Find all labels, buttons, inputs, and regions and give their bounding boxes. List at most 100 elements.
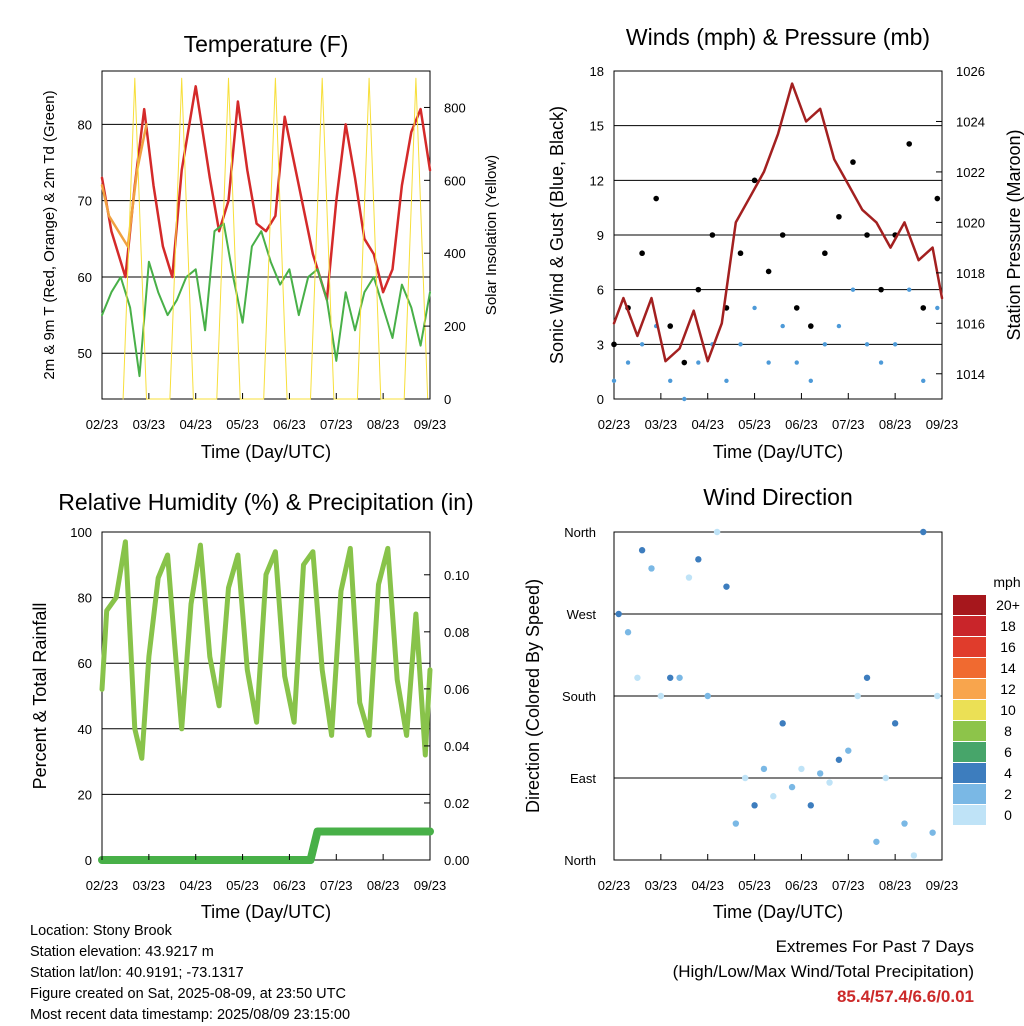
direction-ylabel: Direction (Colored By Speed) [523, 579, 543, 813]
series-point [935, 305, 940, 311]
station-location: Location: Stony Brook [30, 923, 172, 939]
y-tick-label-right: 0.04 [444, 739, 469, 754]
direction-xlabel: Time (Day/UTC) [713, 902, 843, 922]
x-tick-label: 02/23 [598, 417, 631, 432]
direction-point [910, 852, 918, 859]
series-point [653, 195, 659, 202]
direction-point [723, 583, 730, 590]
x-tick-label: 08/23 [367, 878, 400, 893]
series-point [751, 177, 758, 184]
x-tick-label: 07/23 [320, 878, 353, 893]
x-tick-label: 03/23 [133, 878, 166, 893]
direction-point [798, 765, 805, 773]
series-point [822, 250, 828, 257]
series-point [780, 323, 785, 329]
series-point [779, 232, 786, 238]
y-tick-label: East [570, 771, 596, 786]
legend-swatch [953, 637, 986, 657]
direction-point [704, 692, 711, 700]
legend-swatch [953, 658, 986, 678]
winds-ylabel: Sonic Wind & Gust (Blue, Black) [547, 106, 567, 364]
x-tick-label: 03/23 [133, 417, 166, 432]
series-point [696, 360, 701, 365]
legend-label: 10 [1000, 702, 1016, 718]
legend-label: 2 [1004, 786, 1012, 802]
direction-point [713, 528, 721, 536]
x-tick-label: 06/23 [273, 417, 306, 432]
x-tick-label: 04/23 [179, 878, 212, 893]
humidity-yticks-left: 0 20 40 60 80 100 [70, 525, 92, 868]
y-tick-label: 60 [78, 270, 92, 285]
y-tick-label: 3 [597, 337, 604, 352]
series-line [100, 85, 432, 302]
direction-point [891, 720, 899, 727]
legend-swatch [953, 616, 986, 636]
direction-point [920, 528, 927, 536]
x-tick-label: 09/23 [414, 417, 447, 432]
direction-point [835, 756, 843, 763]
x-tick-label: 03/23 [645, 417, 678, 432]
direction-point [788, 783, 796, 791]
series-point [752, 305, 757, 311]
winds-yticks-left: 0 3 6 9 12 15 18 [590, 64, 604, 407]
direction-point [624, 629, 632, 636]
humidity-yticks-right: 0.00 0.02 0.04 0.06 0.08 0.10 [424, 568, 469, 868]
y-tick-label-right: 0.08 [444, 625, 469, 640]
series-point [836, 323, 842, 329]
winds-yticks-right: 1014 1016 1018 1020 1022 1024 1026 [936, 64, 985, 382]
direction-point [742, 774, 749, 782]
legend-label: 14 [1000, 660, 1016, 676]
temperature-panel: Temperature (F) 50 60 70 80 0 200 400 600 800 0… [41, 31, 500, 462]
legend-label: 16 [1000, 639, 1016, 655]
series-point [668, 378, 673, 383]
y-tick-label-right: 0.00 [444, 853, 469, 868]
y-tick-label-right: 600 [444, 173, 466, 188]
x-tick-label: 08/23 [879, 417, 912, 432]
x-tick-label: 09/23 [414, 878, 447, 893]
series-point [724, 378, 729, 383]
temperature-yticks-left: 50 60 70 80 [78, 117, 92, 361]
temperature-yticks-right: 0 200 400 600 800 [424, 100, 466, 407]
humidity-series [98, 539, 434, 864]
legend-swatch [953, 595, 986, 615]
series-point [765, 268, 772, 275]
humidity-title: Relative Humidity (%) & Precipitation (i… [58, 489, 473, 515]
direction-yticks-left: North East South West North [562, 525, 596, 868]
humidity-panel: Relative Humidity (%) & Precipitation (i… [30, 489, 474, 922]
series-point [808, 323, 814, 329]
direction-title: Wind Direction [703, 484, 853, 510]
series-point [836, 213, 842, 220]
series-point [850, 159, 856, 165]
direction-xticks: 02/23 03/23 04/23 05/23 06/23 07/23 08/23 09/23 [598, 854, 958, 893]
x-tick-label: 06/23 [785, 417, 818, 432]
humidity-xlabel: Time (Day/UTC) [201, 902, 331, 922]
legend-swatch [953, 742, 986, 762]
series-point [934, 195, 941, 202]
direction-point [615, 610, 622, 618]
legend-swatch [953, 700, 986, 720]
series-point [920, 305, 927, 311]
y-tick-label-right: 0.10 [444, 568, 469, 583]
x-tick-label: 06/23 [785, 878, 818, 893]
series-point [625, 360, 631, 365]
x-tick-label: 08/23 [367, 417, 400, 432]
x-tick-label: 05/23 [738, 878, 771, 893]
direction-point [863, 674, 871, 681]
series-line [99, 539, 433, 761]
y-tick-label: West [567, 607, 597, 622]
direction-series [615, 528, 941, 859]
winds-ylabel-right: Station Pressure (Maroon) [1004, 129, 1024, 340]
series-line [101, 222, 431, 378]
direction-point [779, 720, 786, 727]
direction-point [676, 674, 683, 681]
extremes-summary: Extremes For Past 7 Days (High/Low/Max W… [673, 934, 974, 1009]
temperature-xlabel: Time (Day/UTC) [201, 442, 331, 462]
winds-grid [614, 125, 942, 345]
y-tick-label-right: 0 [444, 392, 451, 407]
direction-point [770, 793, 777, 800]
x-tick-label: 03/23 [645, 878, 678, 893]
legend-label: 4 [1004, 765, 1012, 781]
winds-xlabel: Time (Day/UTC) [713, 442, 843, 462]
y-tick-label-right: 1022 [956, 165, 985, 180]
